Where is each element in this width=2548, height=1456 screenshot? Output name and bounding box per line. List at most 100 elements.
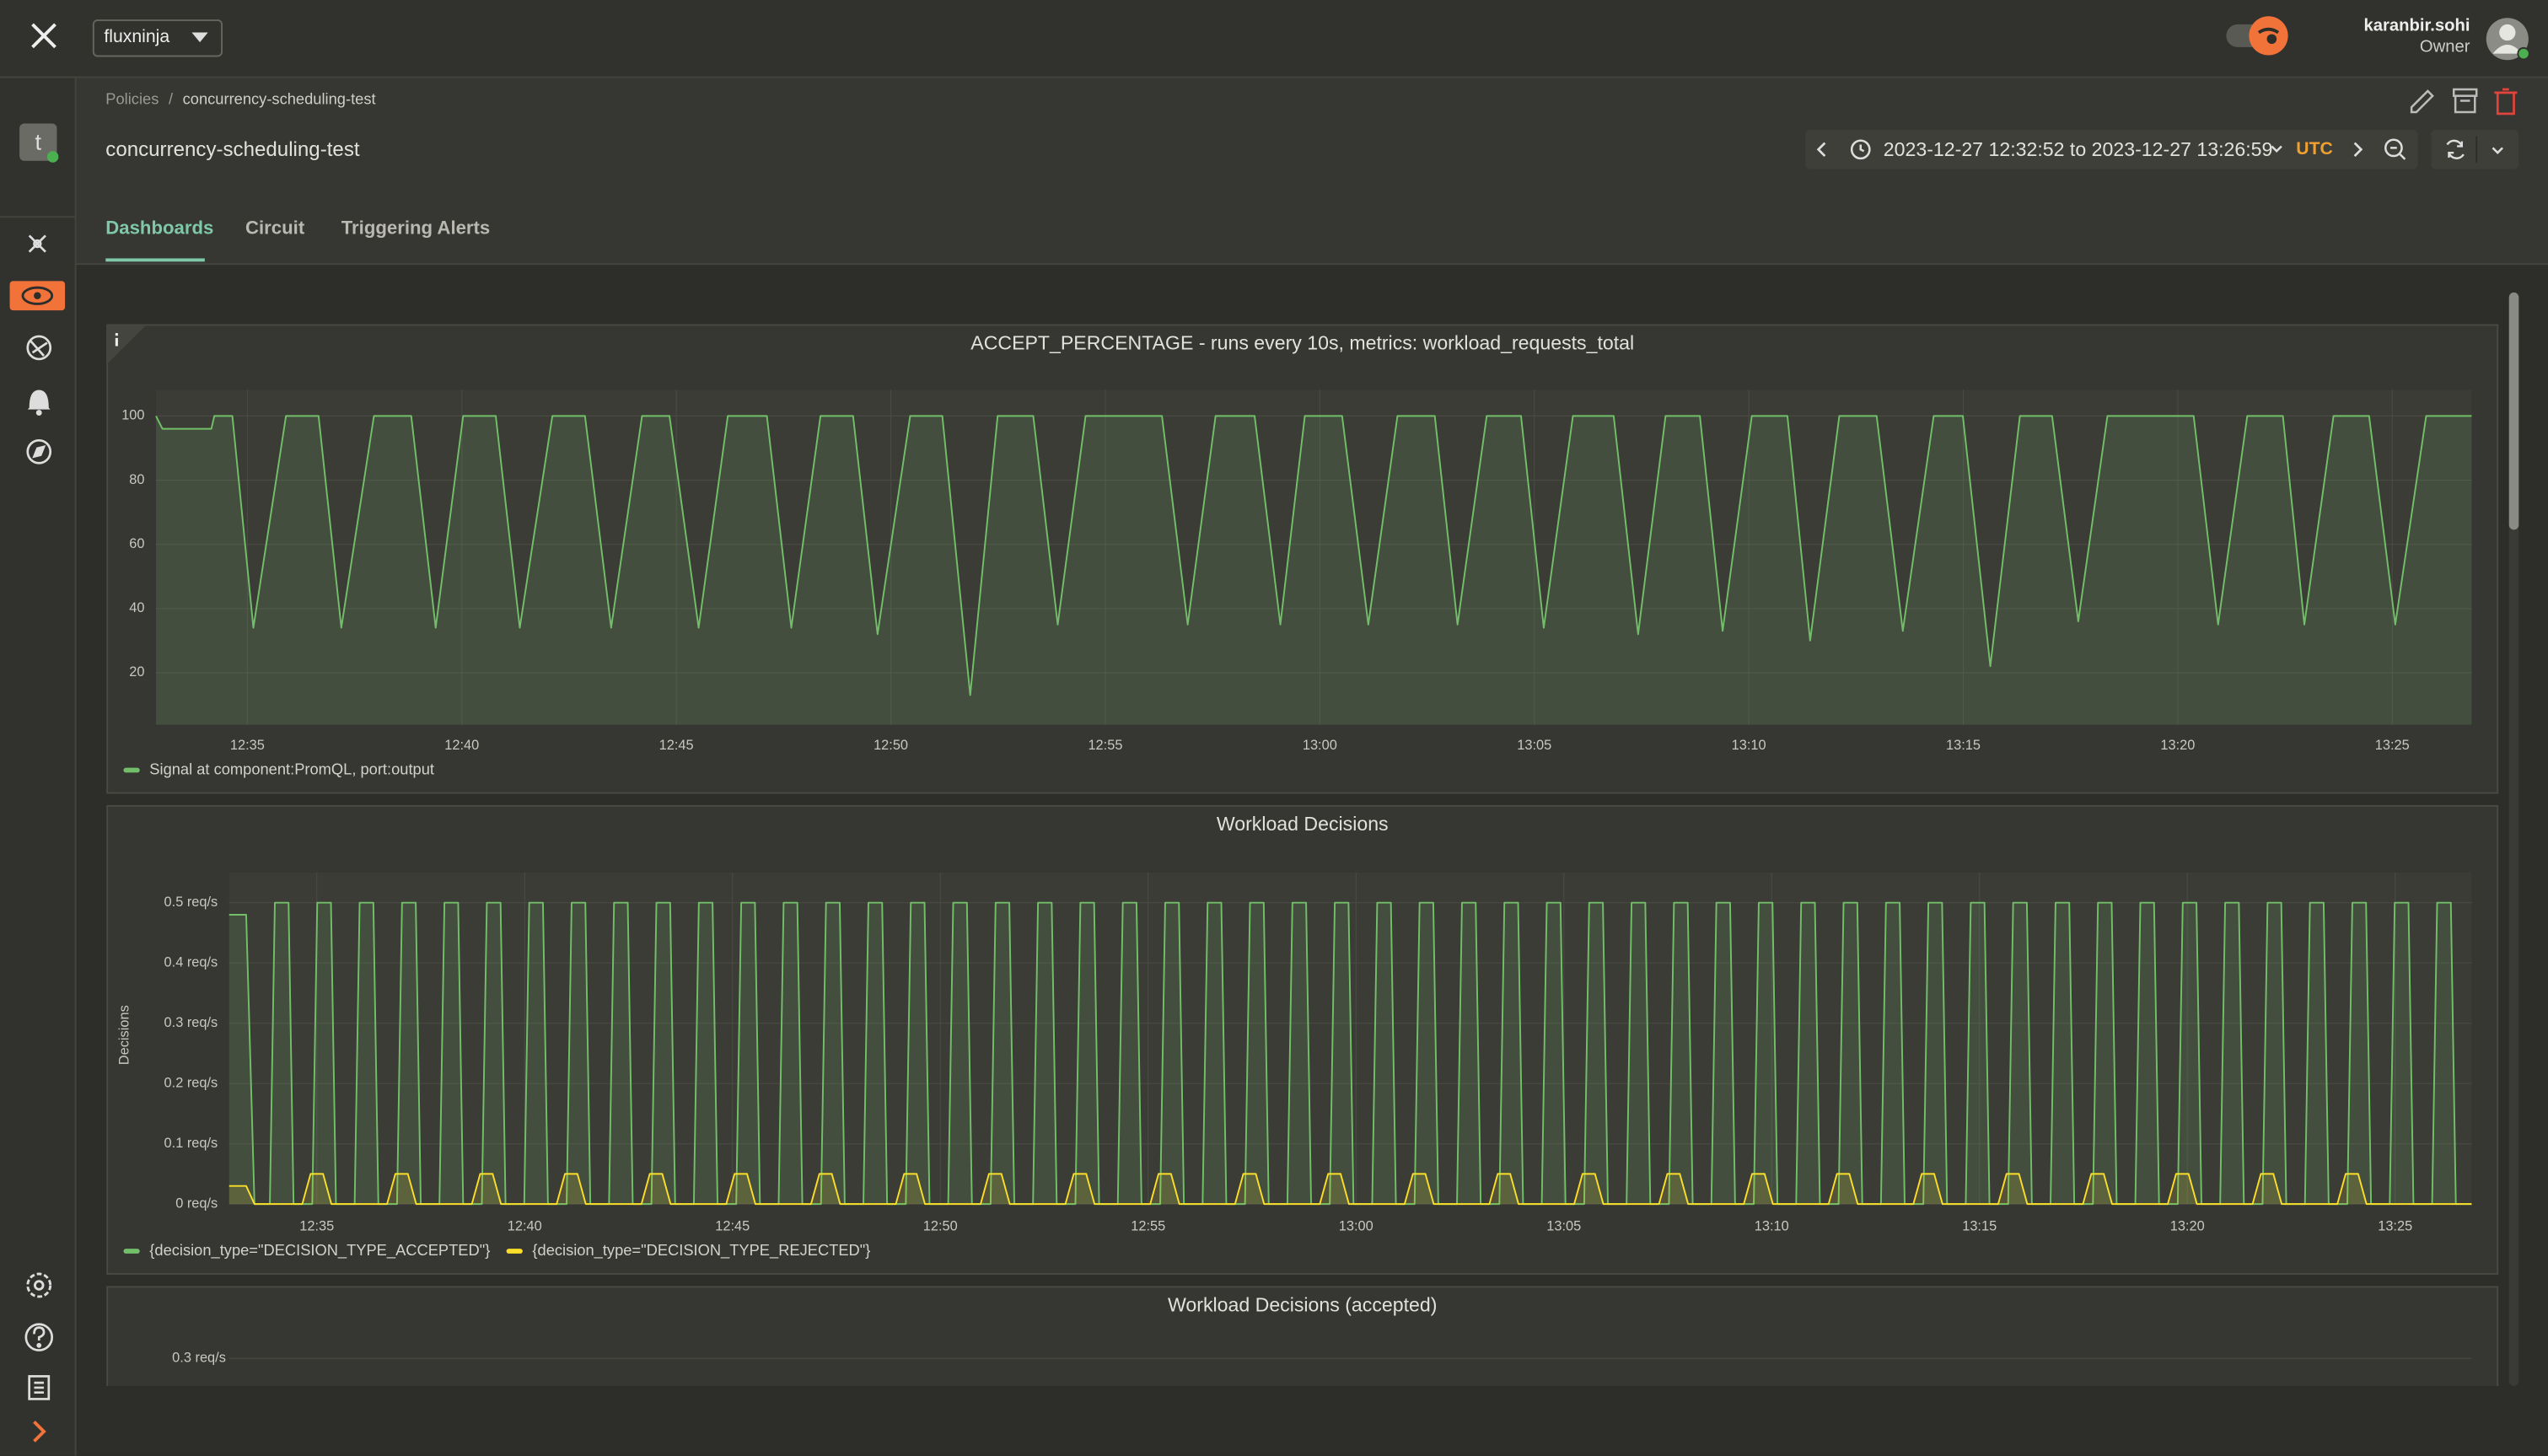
dashboard: ACCEPT_PERCENTAGE - runs every 10s, metr… bbox=[106, 324, 2499, 1386]
legend-label: {decision_type="DECISION_TYPE_REJECTED"} bbox=[532, 1241, 870, 1260]
divider bbox=[0, 216, 75, 218]
time-range-picker[interactable]: 2023-12-27 12:32:52 to 2023-12-27 13:26:… bbox=[1805, 130, 2418, 169]
x-tick-label: 12:35 bbox=[299, 1218, 334, 1233]
y-tick-label: 0.2 req/s bbox=[164, 1075, 218, 1090]
y-tick-label: 0 req/s bbox=[175, 1195, 218, 1211]
page-title: concurrency-scheduling-test bbox=[105, 137, 360, 161]
timezone[interactable]: UTC bbox=[2296, 139, 2333, 159]
x-tick-label: 12:35 bbox=[230, 738, 265, 753]
y-tick-label: 0.4 req/s bbox=[164, 955, 218, 970]
y-axis-label: Decisions bbox=[117, 1005, 132, 1065]
series-line bbox=[228, 901, 2472, 1206]
delete-button[interactable] bbox=[2494, 88, 2518, 116]
status-dot bbox=[46, 151, 59, 163]
expand-sidebar[interactable] bbox=[33, 1421, 46, 1443]
chart-title: Workload Decisions (accepted) bbox=[1168, 1294, 1437, 1316]
theme-toggle[interactable] bbox=[2223, 13, 2295, 58]
y-tick-label: 0.5 req/s bbox=[164, 895, 218, 910]
scrollbar[interactable] bbox=[2508, 292, 2519, 1386]
x-tick-label: 13:15 bbox=[1946, 738, 1981, 753]
x-tick-label: 13:25 bbox=[2375, 738, 2410, 753]
x-tick-label: 13:05 bbox=[1517, 738, 1551, 753]
y-tick-label: 80 bbox=[129, 472, 144, 487]
x-tick-label: 12:55 bbox=[1088, 738, 1122, 753]
org-select[interactable]: fluxninja bbox=[92, 19, 223, 57]
time-range: 2023-12-27 12:32:52 to 2023-12-27 13:26:… bbox=[1883, 137, 2273, 161]
x-tick-label: 12:45 bbox=[715, 1218, 750, 1233]
x-tick-label: 13:05 bbox=[1546, 1218, 1581, 1233]
nav-flow[interactable] bbox=[28, 234, 46, 253]
nav-settings[interactable] bbox=[26, 1272, 52, 1298]
legend-swatch bbox=[123, 767, 140, 773]
x-tick-label: 12:55 bbox=[1131, 1218, 1165, 1233]
refresh-picker[interactable] bbox=[2431, 130, 2519, 169]
nav-docs[interactable] bbox=[28, 1375, 51, 1400]
y-tick-label: 0.1 req/s bbox=[164, 1136, 218, 1151]
breadcrumb-current: concurrency-scheduling-test bbox=[182, 90, 376, 110]
user-avatar[interactable] bbox=[2483, 14, 2535, 67]
tab[interactable]: Dashboards bbox=[105, 219, 214, 239]
clock-icon bbox=[1850, 139, 1871, 160]
x-tick-label: 13:10 bbox=[1755, 1218, 1789, 1233]
y-tick-label: 40 bbox=[129, 600, 144, 615]
x-tick-label: 13:00 bbox=[1339, 1218, 1373, 1233]
range-dropdown[interactable] bbox=[2271, 145, 2282, 153]
zoom-out[interactable] bbox=[2384, 138, 2406, 160]
nav-alerts[interactable] bbox=[27, 390, 51, 416]
chart-title: ACCEPT_PERCENTAGE - runs every 10s, metr… bbox=[970, 332, 1634, 354]
series-area bbox=[156, 416, 2472, 725]
series-line bbox=[228, 1173, 2472, 1206]
x-tick-label: 13:00 bbox=[1303, 738, 1337, 753]
nav-icons bbox=[9, 234, 66, 465]
breadcrumb-separator: / bbox=[168, 90, 174, 110]
legend-label: {decision_type="DECISION_TYPE_ACCEPTED"} bbox=[149, 1241, 490, 1260]
avatar-letter: t bbox=[35, 128, 42, 155]
y-tick-label: 0.3 req/s bbox=[164, 1015, 218, 1030]
scrollbar-thumb[interactable] bbox=[2508, 292, 2519, 530]
nav-policies[interactable] bbox=[9, 281, 66, 311]
edit-button[interactable] bbox=[2410, 89, 2434, 114]
top-bar: fluxninja karanbir.sohi Owner bbox=[0, 0, 2548, 78]
caret bbox=[191, 32, 208, 43]
breadcrumb: Policies / concurrency-scheduling-test bbox=[105, 91, 375, 109]
x-tick-label: 13:20 bbox=[2170, 1218, 2205, 1233]
chart-title: Workload Decisions bbox=[1217, 813, 1389, 835]
next-range[interactable] bbox=[2353, 142, 2363, 157]
policy-actions bbox=[2410, 88, 2518, 116]
series-line bbox=[155, 415, 2472, 696]
info-icon bbox=[115, 333, 118, 336]
archive-button[interactable] bbox=[2452, 88, 2478, 114]
x-tick-label: 13:10 bbox=[1732, 738, 1766, 753]
y-tick-label: 100 bbox=[121, 408, 144, 423]
legend-label: Signal at component:PromQL, port:output bbox=[149, 760, 434, 777]
x-tick-label: 12:40 bbox=[508, 1218, 542, 1233]
close-button[interactable] bbox=[28, 19, 61, 52]
legend-swatch bbox=[506, 1249, 523, 1254]
breadcrumb-link[interactable]: Policies bbox=[105, 90, 159, 110]
nav-aperture[interactable] bbox=[26, 335, 52, 361]
y-tick-label: 20 bbox=[129, 664, 144, 680]
y-tick-label: 0.3 req/s bbox=[172, 1351, 226, 1366]
x-tick-label: 13:20 bbox=[2160, 738, 2195, 753]
page-header: Policies / concurrency-scheduling-test con… bbox=[76, 78, 2548, 266]
x-tick-label: 13:15 bbox=[1962, 1218, 1997, 1233]
sidebar: t bbox=[0, 78, 77, 1456]
prev-range[interactable] bbox=[1816, 142, 1826, 157]
tab[interactable]: Triggering Alerts bbox=[341, 219, 491, 239]
active-tab-indicator bbox=[105, 258, 205, 262]
nav-bottom bbox=[24, 1272, 54, 1443]
info-icon bbox=[115, 337, 118, 347]
x-tick-label: 13:25 bbox=[2378, 1218, 2412, 1233]
tab[interactable]: Circuit bbox=[245, 219, 305, 239]
nav-help[interactable] bbox=[24, 1323, 54, 1351]
plot-area bbox=[156, 390, 2472, 725]
nav-explore[interactable] bbox=[26, 438, 52, 465]
user-name: karanbir.sohi bbox=[2363, 16, 2470, 36]
x-tick-label: 12:40 bbox=[444, 738, 479, 753]
user-info: karanbir.sohi Owner bbox=[2364, 16, 2470, 58]
time-range-icons bbox=[1816, 138, 2406, 160]
x-tick-label: 12:45 bbox=[659, 738, 694, 753]
y-tick-label: 60 bbox=[129, 536, 144, 551]
x-tick-label: 12:50 bbox=[874, 738, 908, 753]
